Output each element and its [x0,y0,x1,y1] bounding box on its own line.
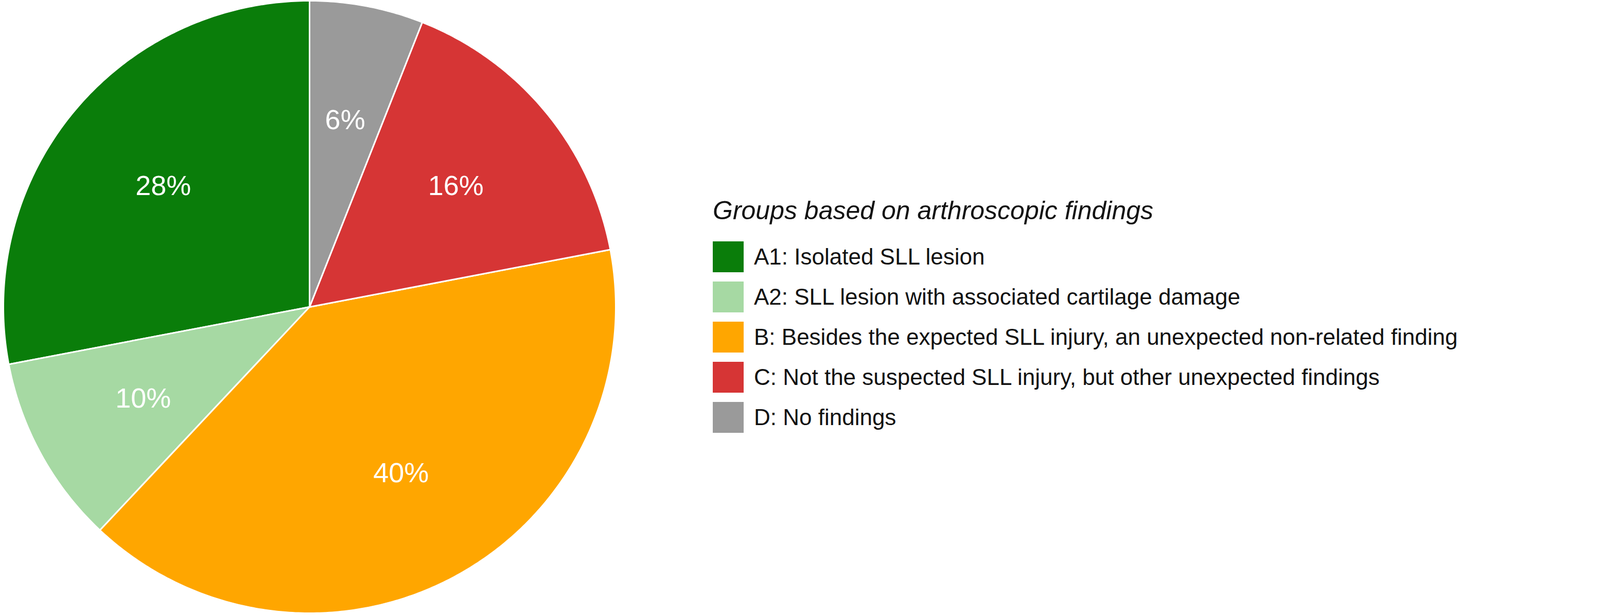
svg-text:40%: 40% [373,456,429,488]
html-text:B: Besides the expected SLL in: B: Besides the expected SLL injury, an u… [753,324,1458,350]
html-text:A2: SLL lesion with associated: A2: SLL lesion with associated cartilage… [753,284,1241,310]
svg-text:10%: 10% [115,381,171,413]
html-text:Groups based on arthroscopic f: Groups based on arthroscopic findings [712,196,1154,225]
html-text:D: No findings: D: No findings [753,404,897,430]
svg-text:16%: 16% [428,169,484,201]
html-text:A1: Isolated SLL lesion: A1: Isolated SLL lesion [753,243,985,270]
svg-text:28%: 28% [135,169,191,201]
svg-text:6%: 6% [325,103,366,135]
html-text:C: Not the suspected SLL injur: C: Not the suspected SLL injury, but oth… [753,364,1380,390]
